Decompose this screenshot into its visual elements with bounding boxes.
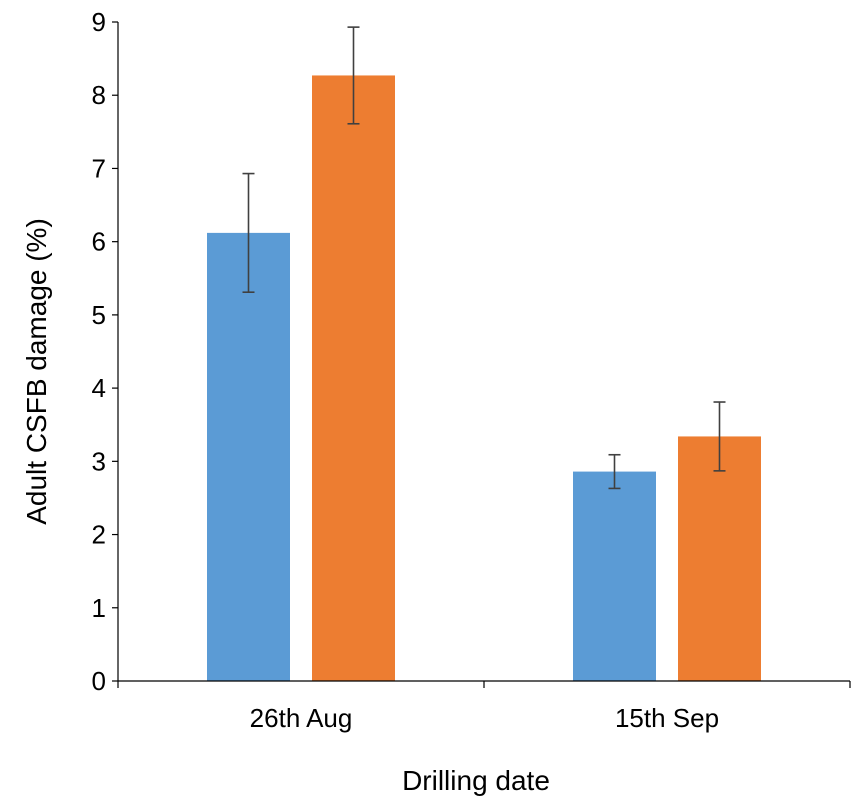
y-tick-label: 7 — [92, 153, 106, 183]
x-category-label: 26th Aug — [250, 703, 353, 733]
y-tick-label: 3 — [92, 446, 106, 476]
y-ticks: 0 1 2 3 4 5 6 7 8 9 — [92, 7, 118, 696]
bar — [312, 75, 395, 682]
y-tick-label: 5 — [92, 300, 106, 330]
x-category-label: 15th Sep — [615, 703, 719, 733]
y-tick-label: 8 — [92, 80, 106, 110]
y-axis-title: Adult CSFB damage (%) — [21, 218, 52, 525]
y-tick-label: 2 — [92, 520, 106, 550]
bars — [207, 75, 761, 682]
y-tick-label: 0 — [92, 666, 106, 696]
y-tick-label: 9 — [92, 7, 106, 37]
x-axis-title: Drilling date — [402, 765, 550, 796]
y-tick-label: 6 — [92, 227, 106, 257]
bar — [207, 232, 290, 681]
error-bars — [242, 26, 726, 490]
axes — [117, 22, 851, 688]
y-tick-label: 4 — [92, 373, 106, 403]
y-tick-label: 1 — [92, 593, 106, 623]
category-labels: 26th Aug 15th Sep — [250, 703, 719, 733]
bar — [573, 471, 656, 681]
bar — [678, 436, 761, 681]
